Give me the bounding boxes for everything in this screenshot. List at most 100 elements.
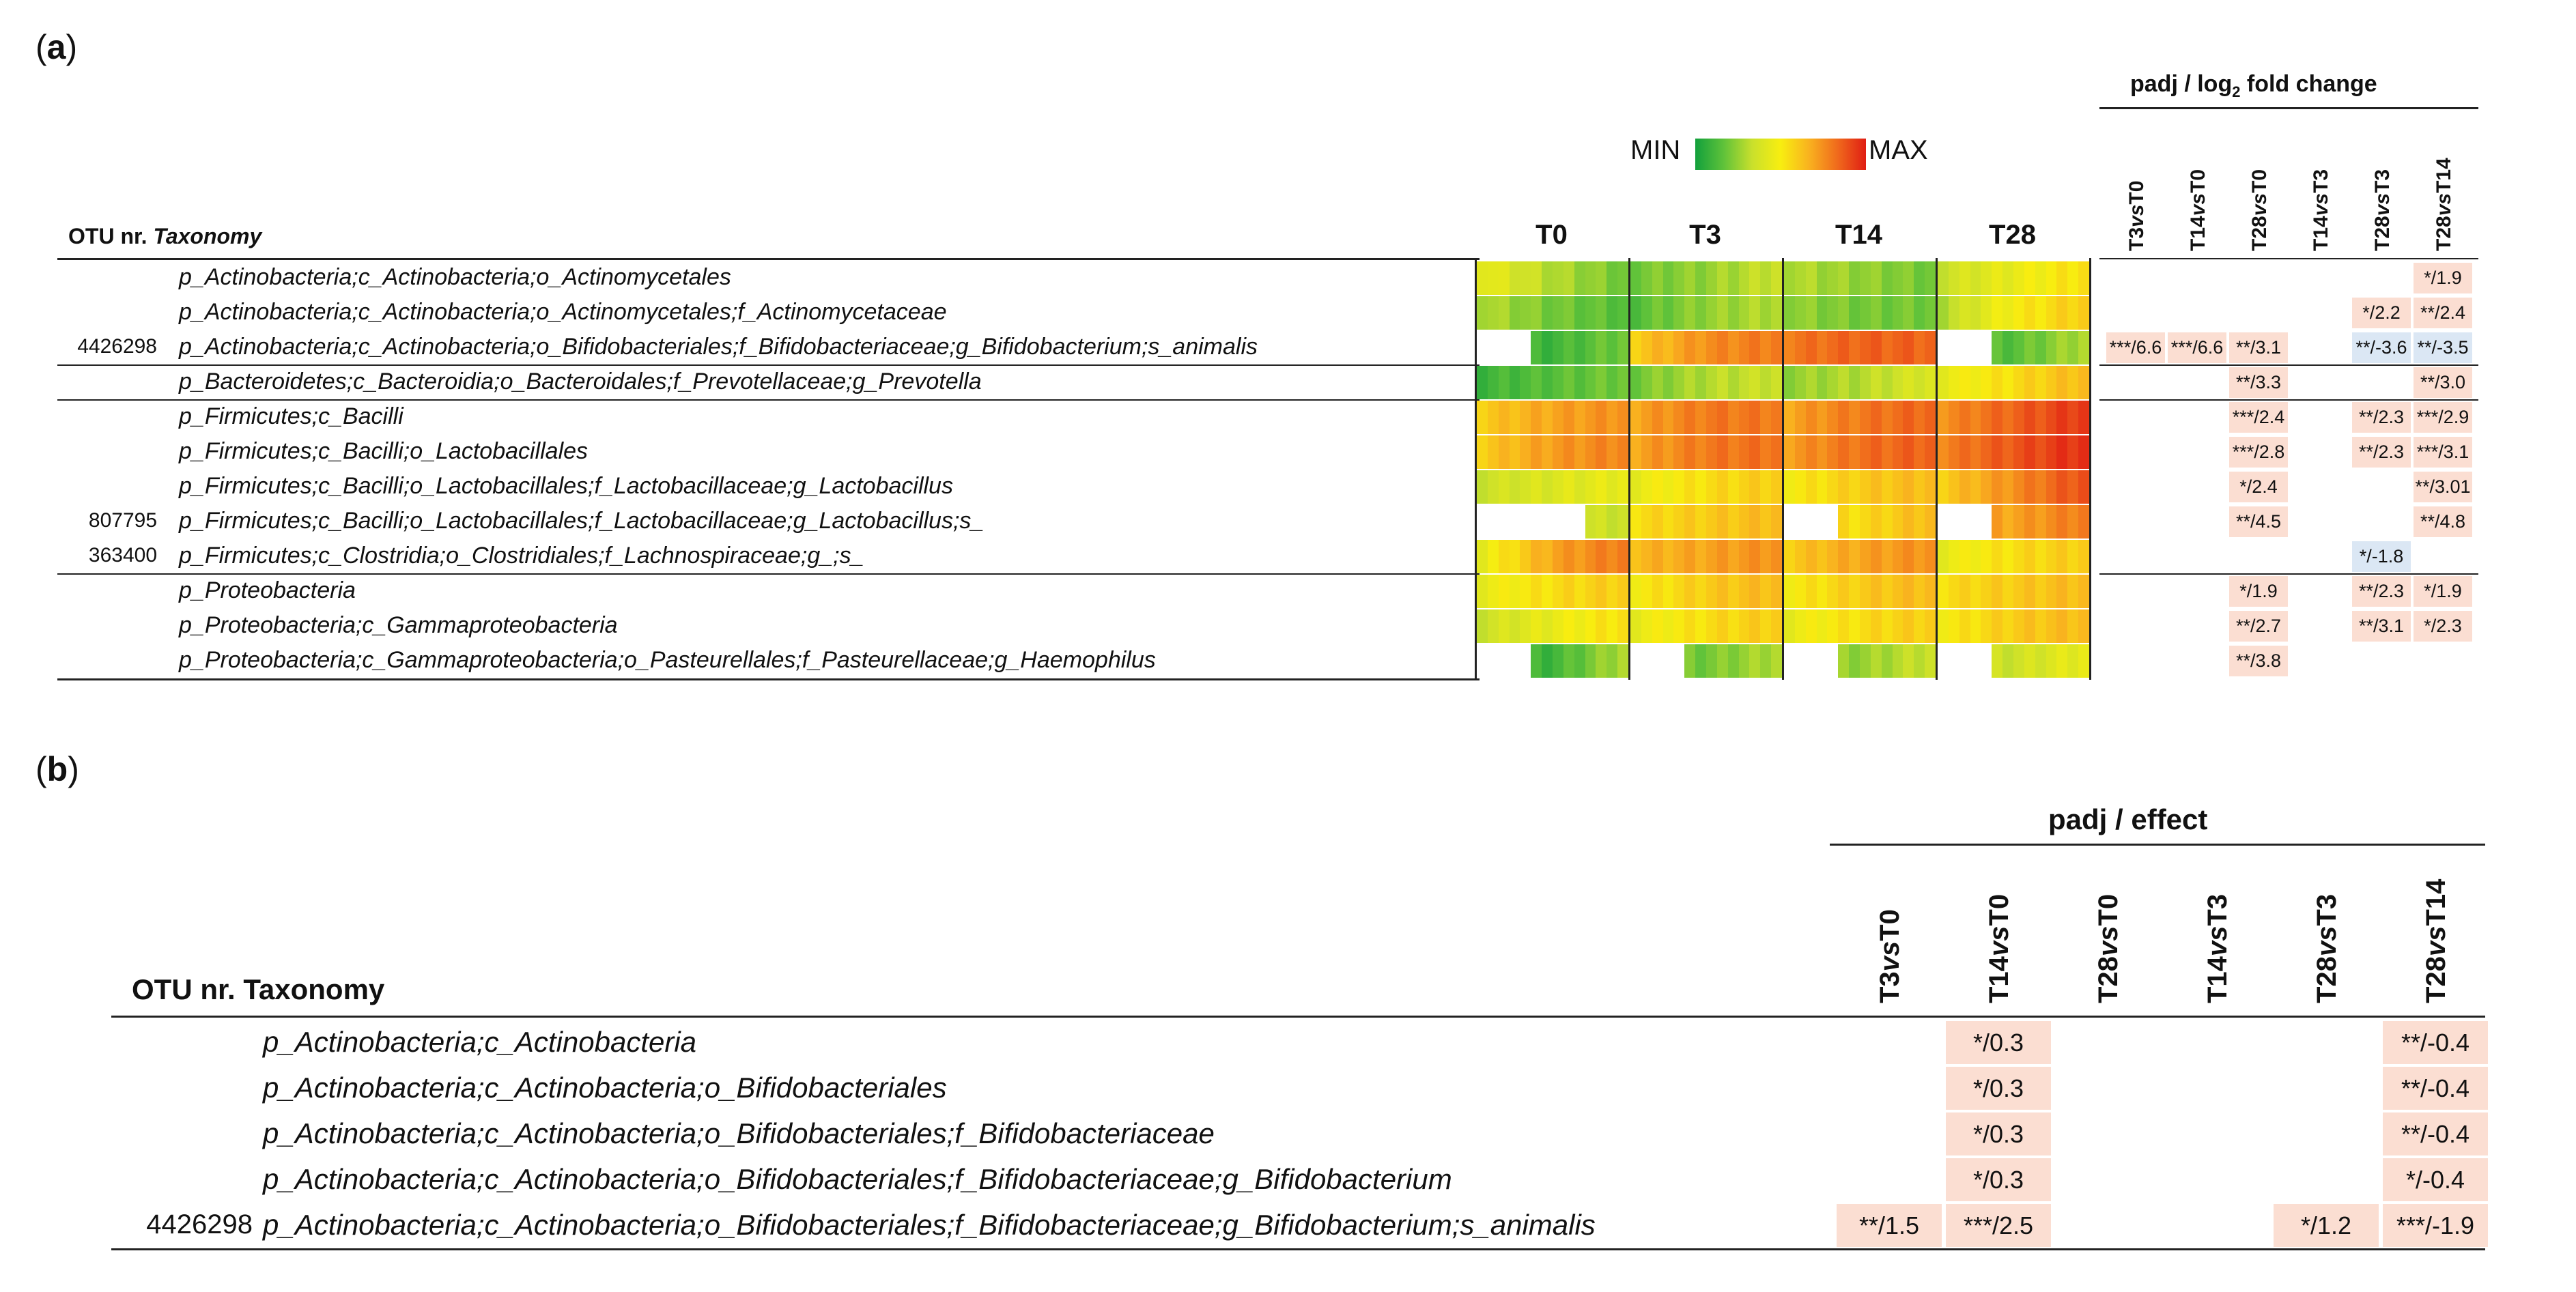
heatmap-sample [1903,401,1914,434]
heatmap-sample [1948,261,1959,295]
otu-header-b: OTU nr. Taxonomy [132,973,385,1005]
heatmap-sample [1738,540,1750,573]
heatmap-sample [1716,366,1728,399]
heatmap-sample [1477,540,1488,573]
heatmap-sample [2035,644,2046,678]
padj-cell [2106,506,2165,537]
heatmap-sample [1738,470,1750,504]
heatmap-sample [1596,296,1607,330]
heatmap-sample [1607,331,1618,364]
heatmap-sample [1849,435,1860,469]
heatmap-sample [1827,296,1839,330]
heatmap-sample [1673,435,1685,469]
heatmap-cell [1477,331,1629,364]
heatmap-sample [1487,644,1499,678]
comparison-header-a-2: T28vsT0 [2248,169,2271,251]
heatmap-sample [1607,540,1618,573]
heatmap-sample [1925,435,1936,469]
heatmap-sample [1553,366,1563,399]
padj-cell [2168,506,2226,537]
heatmap-sample [2035,575,2046,608]
heatmap-sample [1827,470,1839,504]
padj-cell: **/4.8 [2414,506,2472,537]
heatmap-sample [1892,609,1903,643]
heatmap-sample [1992,505,2003,539]
heatmap-sample [1641,540,1652,573]
heatmap-sample [1938,505,1949,539]
heatmap-sample [1716,296,1728,330]
padj-cell [2106,646,2165,676]
heatmap-sample [1749,540,1761,573]
heatmap-sample [1553,296,1563,330]
heatmap-sample [1585,366,1596,399]
heatmap-sample [1771,366,1783,399]
heatmap-sample [1607,609,1618,643]
heatmap-sample [1760,296,1772,330]
padj-cell [2229,298,2288,328]
heatmap-sample [1938,296,1949,330]
heatmap-block-border-0 [1475,258,1477,680]
heatmap-sample [1970,575,1981,608]
heatmap-sample [2046,505,2057,539]
heatmap-sample [1816,366,1828,399]
heatmap-sample [1870,644,1882,678]
heatmap-sample [2024,540,2035,573]
heatmap-sample [1860,296,1871,330]
heatmap-sample [1596,470,1607,504]
heatmap-sample [1784,470,1795,504]
heatmap-sample [1738,261,1750,295]
heatmap-sample [1673,261,1685,295]
heatmap-sample [1487,470,1499,504]
heatmap-sample [2067,296,2079,330]
heatmap-sample [1706,644,1717,678]
heatmap-sample [1860,366,1871,399]
heatmap-sample [1838,296,1850,330]
padj-cell: **/3.8 [2229,646,2288,676]
timepoint-header-t28: T28 [1989,220,2036,250]
heatmap-sample [1727,540,1739,573]
taxonomy-label: p_Actinobacteria;c_Actinobacteria;o_Acti… [179,264,731,290]
heatmap-sample [2046,470,2057,504]
heatmap-sample [2067,644,2079,678]
heatmap-sample [1607,505,1618,539]
heatmap-sample [1827,575,1839,608]
taxonomy-label: p_Firmicutes;c_Bacilli;o_Lactobacillales… [179,508,985,534]
heatmap-sample [1641,435,1652,469]
timepoint-header-t0: T0 [1535,220,1568,250]
heatmap-sample [1662,261,1674,295]
heatmap-sample [1948,435,1959,469]
heatmap-sample [1509,296,1520,330]
heatmap-sample [1684,261,1696,295]
heatmap-sample [2056,261,2068,295]
heatmap-sample [1805,366,1817,399]
heatmap-sample [1881,331,1893,364]
heatmap-sample [1981,331,1992,364]
heatmap-sample [1970,505,1981,539]
heatmap-sample [2035,435,2046,469]
effect-cell [2274,1112,2379,1155]
heatmap-cell [1784,401,1936,434]
heatmap-sample [1794,296,1806,330]
heatmap-sample [1652,644,1663,678]
legend-max-label: MAX [1869,135,1928,165]
heatmap-sample [1827,366,1839,399]
heatmap-sample [1553,644,1563,678]
padj-cell: ***/6.6 [2106,332,2165,363]
heatmap-sample [1684,296,1696,330]
heatmap-sample [1695,331,1707,364]
table-b-top-rule [111,1016,2485,1018]
otu-header-a: OTU nr. Taxonomy [68,224,262,248]
table-a-top-rule [57,258,1480,260]
padj-cell: ***/2.4 [2229,402,2288,433]
heatmap-sample [1881,435,1893,469]
heatmap-sample [1542,505,1553,539]
padj-cell: */1.9 [2414,263,2472,293]
heatmap-sample [1771,609,1783,643]
heatmap-sample [1498,296,1510,330]
heatmap-sample [1673,575,1685,608]
heatmap-sample [1641,261,1652,295]
heatmap-cell [1784,331,1936,364]
effect-cell [2274,1158,2379,1201]
heatmap-sample [1849,261,1860,295]
heatmap-sample [1487,540,1499,573]
